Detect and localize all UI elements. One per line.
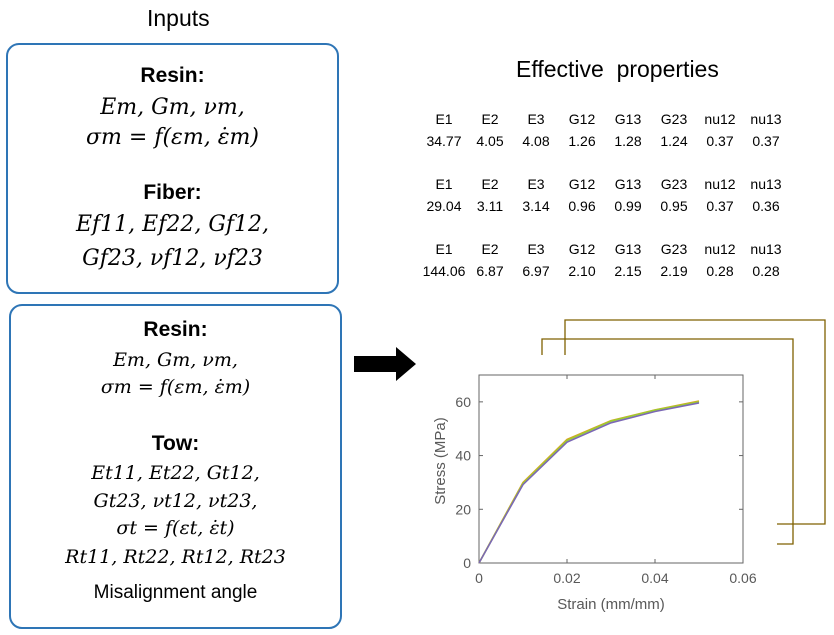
x-tick-label: 0.02 [553, 570, 580, 586]
table-row: E1 E2 E3 G12 G13 G23 nu12 nu13 [435, 241, 782, 257]
x-tick-label: 0 [475, 570, 483, 586]
fiber-heading: Fiber: [143, 181, 202, 204]
resin-heading: Resin: [143, 318, 208, 341]
table-row: E1 E2 E3 G12 G13 G23 nu12 nu13 [435, 111, 782, 127]
arrow-right-icon [354, 347, 416, 381]
tow-strengths: Rt11, Rt22, Rt12, Rt23 [65, 546, 286, 568]
resin-stress-function: σm = f(εm, ε̇m) [100, 376, 251, 398]
resin-stress-function: σm = f(εm, ε̇m) [86, 125, 259, 150]
tow-properties-line2: Gt23, νt12, νt23, [93, 490, 258, 512]
x-tick-label: 0.04 [641, 570, 668, 586]
resin-heading: Resin: [140, 64, 205, 87]
table-row: 144.06 6.87 6.97 2.10 2.15 2.19 0.28 0.28 [422, 263, 780, 279]
misalignment-angle-label: Misalignment angle [93, 582, 258, 603]
resin-properties: Em, Gm, νm, [100, 95, 245, 120]
fiber-properties-line2: Gf23, νf12, νf23 [82, 246, 263, 271]
table-row: 29.04 3.11 3.14 0.96 0.99 0.95 0.37 0.36 [426, 198, 780, 214]
effective-properties-title: Effective properties [516, 56, 719, 82]
series-line [478, 402, 700, 564]
stacked-plots-bracket [541, 319, 826, 545]
y-axis-label: Stress (MPa) [432, 417, 449, 505]
y-tick-label: 20 [455, 501, 471, 517]
tow-stress-function: σt = f(εt, ε̇t) [116, 517, 235, 539]
y-tick-label: 60 [455, 394, 471, 410]
x-tick-label: 0.06 [729, 570, 756, 586]
fiber-inputs-box: Resin: Em, Gm, νm, σm = f(εm, ε̇m) Fiber… [6, 43, 339, 294]
table-row: 34.77 4.05 4.08 1.26 1.28 1.24 0.37 0.37 [426, 133, 780, 149]
x-axis-label: Strain (mm/mm) [557, 596, 665, 613]
table-row: E1 E2 E3 G12 G13 G23 nu12 nu13 [435, 176, 782, 192]
stress-strain-chart: 0 0.02 0.04 0.06 0 20 40 60 Stress (MPa) Strain… [420, 360, 772, 620]
tow-inputs-box: Resin: Em, Gm, νm, σm = f(εm, ε̇m) Tow: … [9, 304, 342, 629]
tow-properties-line1: Et11, Et22, Gt12, [91, 462, 260, 484]
y-tick-label: 40 [455, 448, 471, 464]
inputs-title: Inputs [147, 5, 210, 31]
effective-properties-table: E1 E2 E3 G12 G13 G23 nu12 nu13 34.77 4.05 4.08 1.2… [421, 108, 789, 282]
y-tick-label: 0 [463, 555, 471, 571]
fiber-properties-line1: Ef11, Ef22, Gf12, [75, 212, 270, 237]
resin-properties: Em, Gm, νm, [113, 349, 238, 371]
tow-heading: Tow: [151, 432, 200, 455]
plot-frame [478, 374, 744, 564]
